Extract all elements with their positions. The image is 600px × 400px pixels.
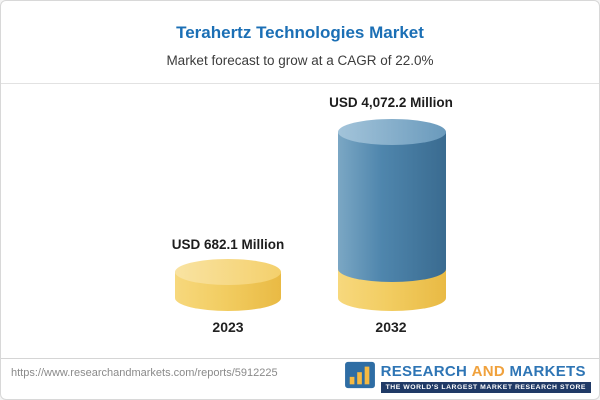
axis-label-2032: 2032 [375, 319, 407, 335]
bar-2032-top-ellipse [338, 119, 446, 145]
brand-word-research: RESEARCH [380, 362, 468, 380]
chart-title: Terahertz Technologies Market [176, 23, 424, 42]
brand-name: RESEARCH AND MARKETS [381, 363, 586, 380]
brand-word-and: AND [471, 362, 506, 380]
brand-text: RESEARCH AND MARKETS THE WORLD'S LARGEST… [380, 363, 591, 393]
report-url: https://www.researchandmarkets.com/repor… [11, 367, 278, 379]
bar-2032-body [338, 132, 446, 282]
brand-word-markets: MARKETS [509, 362, 586, 380]
bar-2023-top-ellipse [175, 259, 281, 285]
brand-logo-icon [344, 361, 375, 394]
header-divider [1, 83, 599, 84]
brand-logo: RESEARCH AND MARKETS THE WORLD'S LARGEST… [344, 361, 591, 394]
bar-2032-cylinder [338, 119, 446, 311]
axis-label-2023: 2023 [212, 319, 244, 335]
chart-subtitle: Market forecast to grow at a CAGR of 22.… [166, 53, 434, 68]
bar-2023-cylinder [175, 259, 281, 311]
brand-tagline: THE WORLD'S LARGEST MARKET RESEARCH STOR… [380, 381, 591, 393]
footer-divider [1, 358, 599, 359]
value-label-2023: USD 682.1 Million [171, 237, 285, 252]
value-label-2032: USD 4,072.2 Million [329, 95, 453, 110]
